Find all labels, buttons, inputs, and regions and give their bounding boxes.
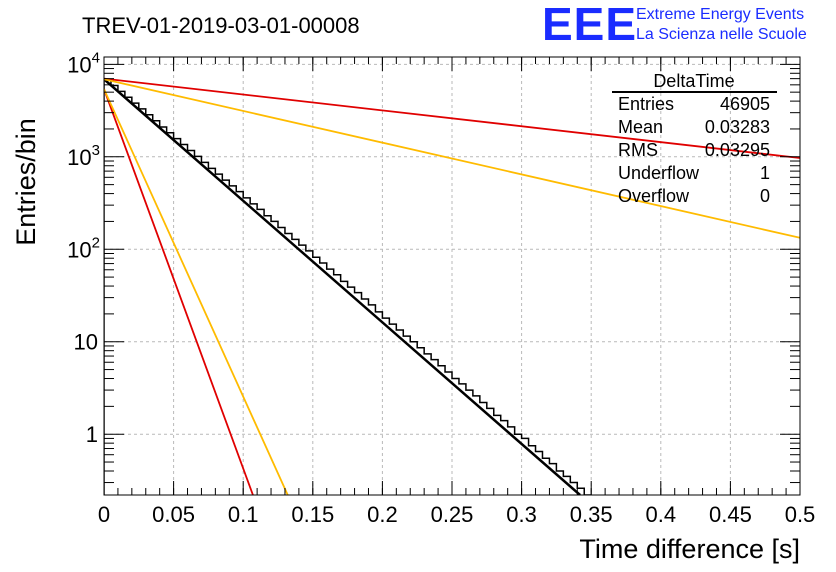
stats-label: Entries: [618, 94, 674, 114]
stats-value: 46905: [720, 94, 770, 114]
x-tick-label: 0.4: [646, 502, 677, 527]
stats-label: Mean: [618, 117, 663, 137]
stats-value: 0: [760, 186, 770, 206]
fit-line: [104, 88, 289, 495]
x-tick-label: 0.2: [367, 502, 398, 527]
axis-ticks: [103, 57, 801, 495]
eee-logo: EEE: [542, 0, 637, 50]
stats-box: DeltaTime Entries 46905 Mean 0.03283 RMS…: [612, 71, 777, 206]
y-tick-label: 104: [67, 49, 100, 77]
y-tick-exponent: 4: [92, 49, 100, 66]
stats-value: 0.03295: [705, 140, 770, 160]
y-tick-label: 10: [74, 330, 98, 355]
chart-title: TREV-01-2019-03-01-00008: [82, 13, 360, 38]
stats-label: Overflow: [618, 186, 690, 206]
x-tick-label: 0.45: [709, 502, 752, 527]
grid: [104, 57, 800, 495]
x-tick-label: 0.15: [291, 502, 334, 527]
x-tick-label: 0: [98, 502, 110, 527]
logo-line-1: Extreme Energy Events: [636, 6, 804, 23]
y-axis-title: Entries/bin: [11, 118, 41, 246]
x-tick-label: 0.5: [785, 502, 816, 527]
stats-box-name: DeltaTime: [653, 71, 734, 91]
y-tick-exponent: 3: [92, 142, 100, 159]
histogram-series: [104, 79, 592, 495]
y-tick-labels: 1 10 102 103 104: [67, 49, 100, 447]
fit-line: [104, 78, 800, 239]
y-tick-label: 103: [67, 142, 100, 170]
logo-line-2: La Scienza nelle Scuole: [636, 26, 807, 43]
stats-value: 0.03283: [705, 117, 770, 137]
x-tick-label: 0.05: [152, 502, 195, 527]
fit-line: [104, 78, 581, 495]
fit-line: [104, 88, 254, 495]
x-tick-label: 0.1: [228, 502, 259, 527]
x-tick-label: 0.3: [506, 502, 537, 527]
stats-label: Underflow: [618, 163, 700, 183]
fit-line: [104, 77, 800, 159]
x-tick-label: 0.35: [570, 502, 613, 527]
x-tick-label: 0.25: [431, 502, 474, 527]
y-tick-exponent: 2: [92, 234, 100, 251]
stats-label: RMS: [618, 140, 658, 160]
y-tick-label: 102: [67, 234, 100, 262]
y-tick-label: 1: [86, 422, 98, 447]
plot-area: [104, 77, 800, 495]
x-tick-labels: 0 0.05 0.1 0.15 0.2 0.25 0.3 0.35 0.4 0.45 0.5: [98, 502, 815, 527]
x-axis-title: Time difference [s]: [579, 534, 800, 564]
stats-value: 1: [760, 163, 770, 183]
